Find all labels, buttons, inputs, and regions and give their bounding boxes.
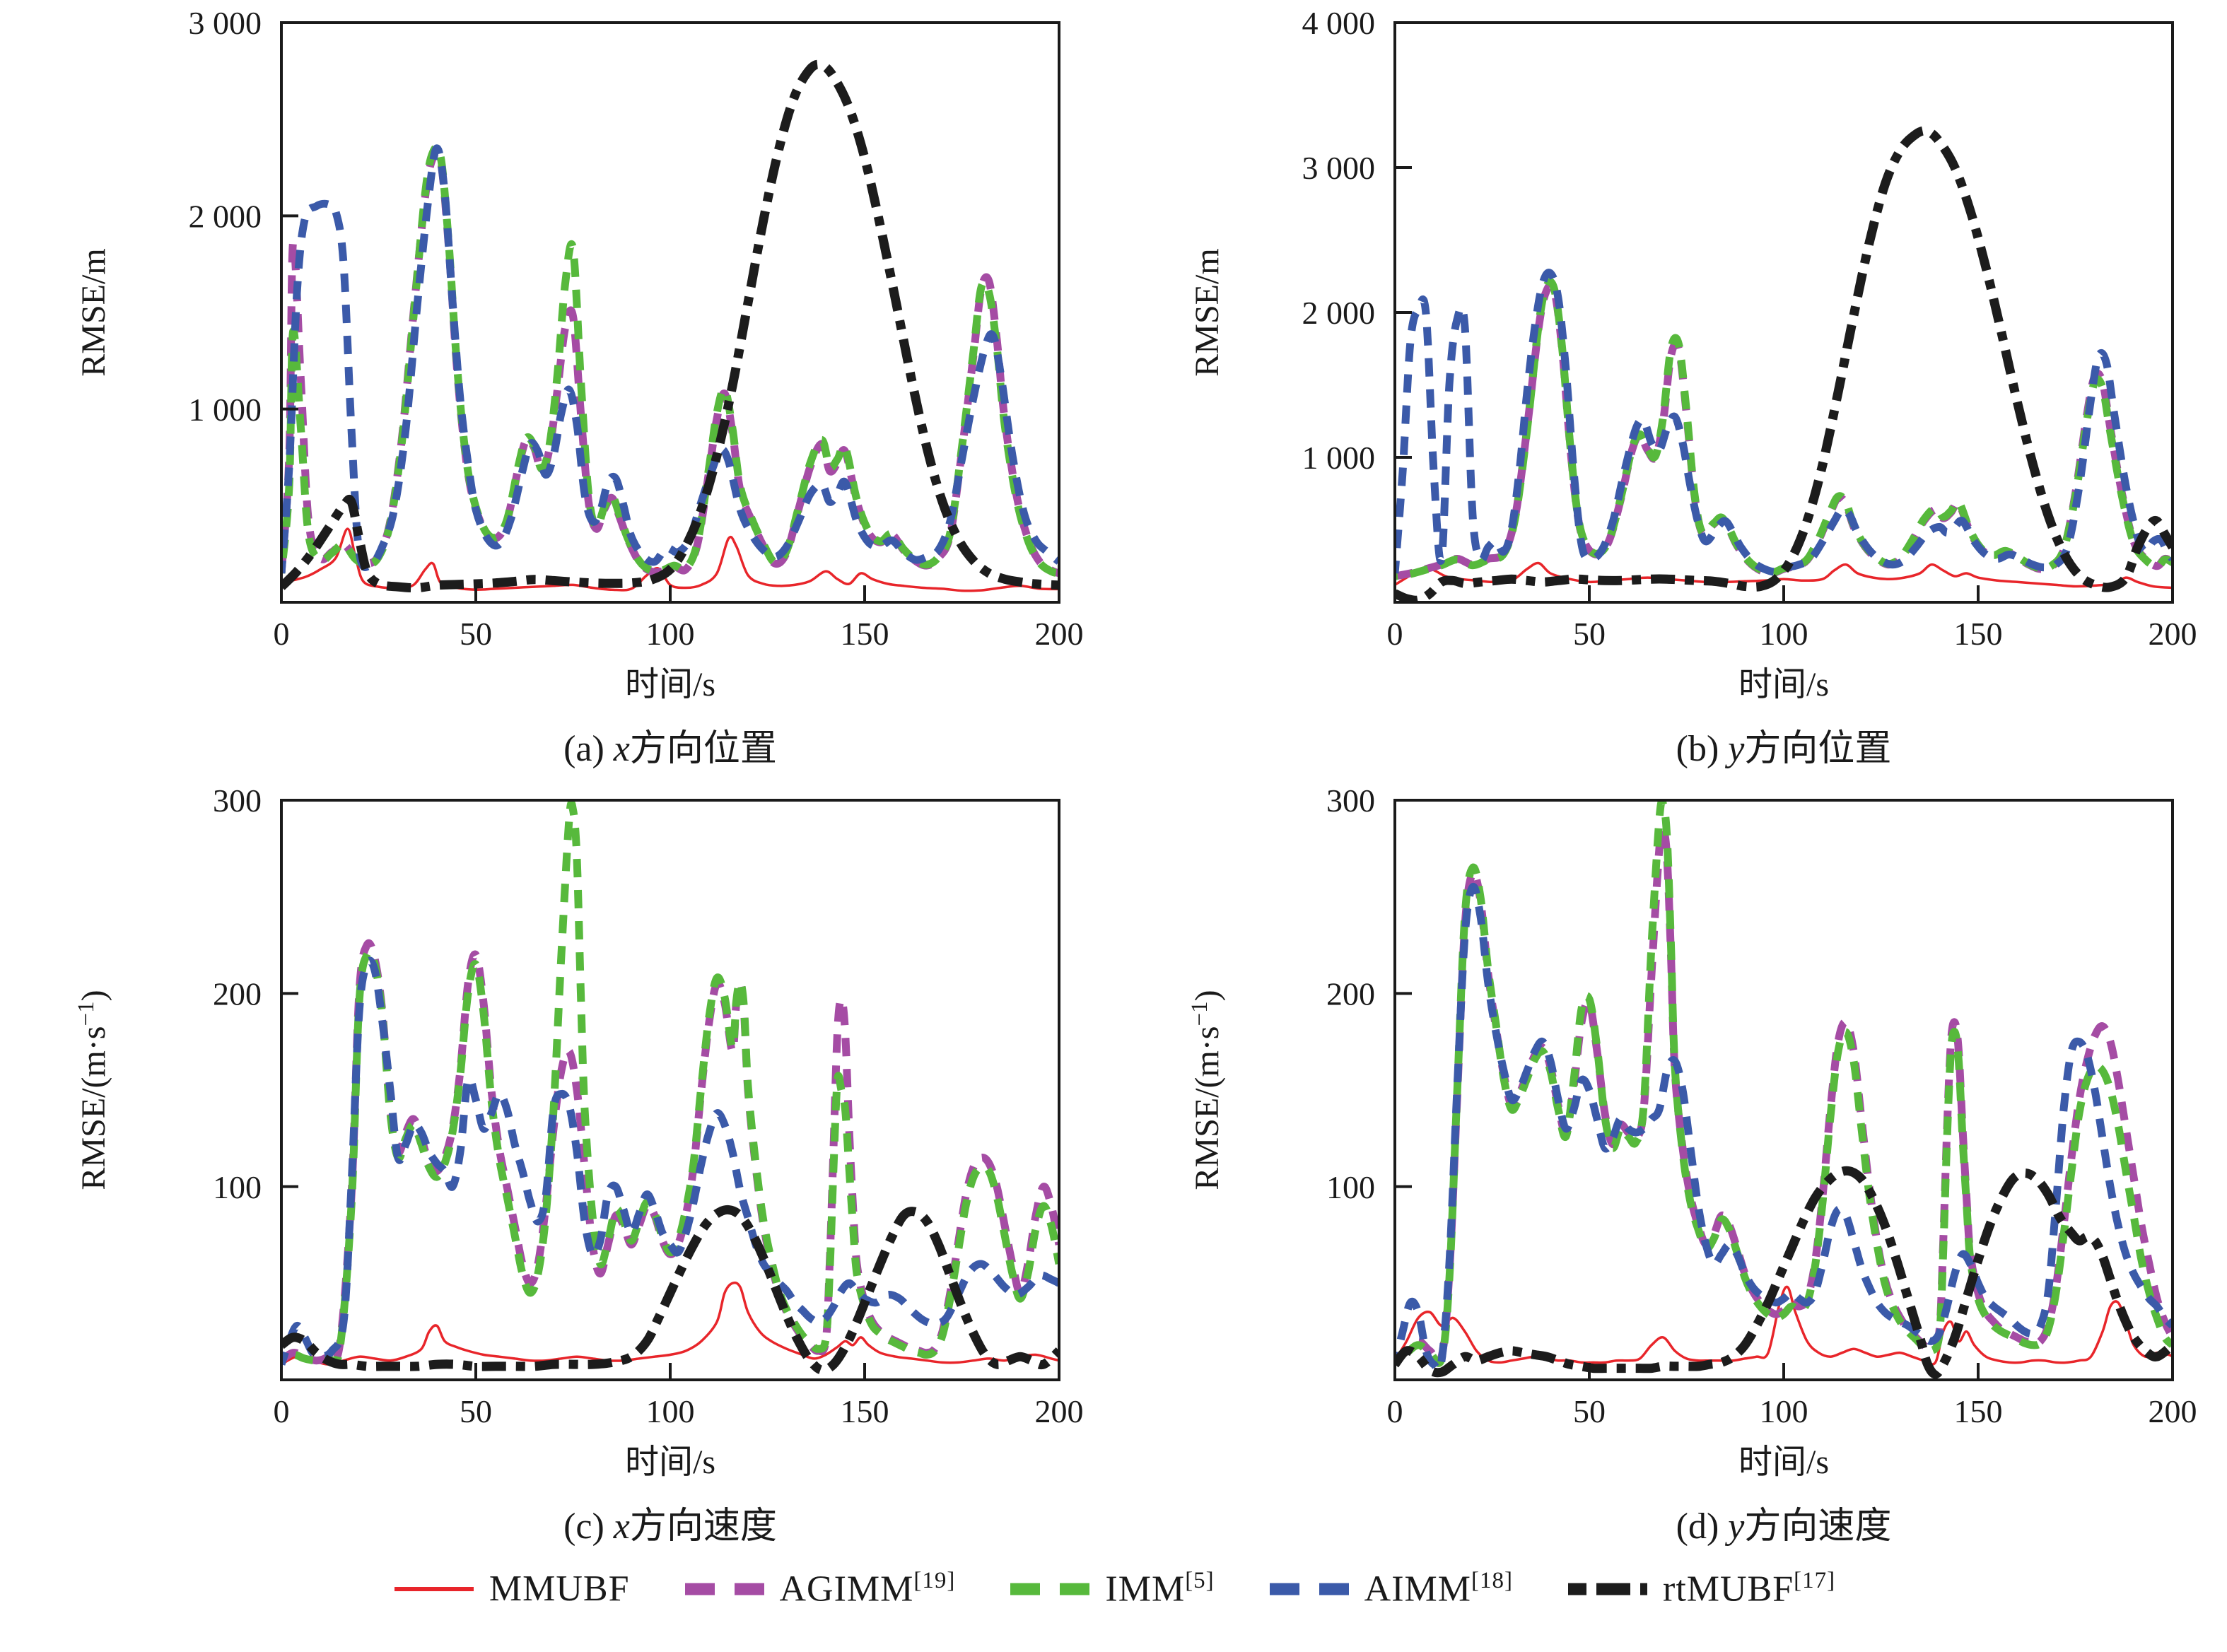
y-tick-label: 300 [1326, 783, 1375, 819]
y-tick-label: 4 000 [1302, 5, 1375, 41]
legend: MMUBF AGIMM[19] IMM[5] AIMM[18] rtMUBF[17] [0, 1568, 2227, 1610]
chart-panel-a: 1 000 2 000 3 000 0 50 100 150 200 时间/s RMSE/m (a)… [27, 3, 1087, 780]
x-tick-label: 100 [1759, 1393, 1808, 1429]
caption-d: (d) y方向速度 [1676, 1506, 1891, 1547]
x-tick-label: 200 [1034, 1393, 1083, 1429]
y-axis-label: RMSE/(m·s−1) [74, 990, 112, 1190]
series-imm [1394, 278, 2173, 580]
series-imm [281, 143, 1059, 578]
x-tick-label: 50 [460, 616, 492, 652]
legend-label: rtMUBF[17] [1663, 1568, 1836, 1610]
series-aimm [281, 956, 1059, 1366]
legend-swatch-mmubf-icon [394, 1586, 474, 1591]
legend-item-agimm: AGIMM[19] [682, 1568, 956, 1610]
x-axis-label: 时间/s [1738, 1443, 1828, 1481]
y-tick-label: 100 [213, 1169, 262, 1205]
y-tick-label: 1 000 [188, 392, 262, 428]
series-mmubf [281, 1281, 1059, 1366]
series-agimm [1394, 281, 2173, 580]
x-tick-label: 150 [840, 1393, 889, 1429]
legend-swatch-rtmubf-icon [1568, 1583, 1647, 1595]
series-group [281, 800, 1059, 1375]
y-axis-label: RMSE/(m·s−1) [1187, 990, 1226, 1190]
x-tick-label: 200 [2148, 1393, 2197, 1429]
legend-item-imm: IMM[5] [1007, 1568, 1214, 1610]
legend-label: IMM[5] [1105, 1568, 1215, 1610]
legend-label: MMUBF [489, 1569, 630, 1610]
y-tick-label: 300 [213, 783, 262, 819]
x-tick-label: 100 [645, 616, 694, 652]
x-tick-label: 50 [460, 1393, 492, 1429]
y-tick-label: 3 000 [188, 5, 262, 41]
legend-label: AIMM[18] [1364, 1568, 1513, 1610]
x-axis-label: 时间/s [624, 1443, 715, 1481]
series-aimm [281, 144, 1059, 574]
series-rtmubf [281, 59, 1059, 593]
y-axis-label: RMSE/m [1188, 248, 1226, 376]
chart-svg-d: 100 200 300 0 50 100 150 200 时间/s RMSE/(m·s−1) (d)… [1187, 783, 2197, 1547]
series-rtmubf [1394, 126, 2173, 602]
x-tick-label: 100 [1759, 616, 1808, 652]
series-mmubf [1394, 561, 2173, 590]
x-axis-label: 时间/s [1738, 666, 1828, 703]
series-imm [281, 800, 1059, 1367]
y-tick-label: 3 000 [1302, 150, 1375, 186]
series-group [1394, 800, 2173, 1379]
legend-item-aimm: AIMM[18] [1267, 1568, 1513, 1610]
chart-svg-b: 1 000 2 000 3 000 4 000 0 50 100 150 200 时间/s RMSE… [1188, 5, 2197, 769]
y-tick-label: 200 [213, 976, 262, 1012]
legend-item-rtmubf: rtMUBF[17] [1565, 1568, 1835, 1610]
series-group [1394, 126, 2173, 602]
chart-svg-c: 100 200 300 0 50 100 150 200 时间/s RMSE/(m·s−1) (c)… [74, 783, 1084, 1547]
legend-item-mmubf: MMUBF [392, 1568, 630, 1610]
x-tick-label: 200 [1034, 616, 1083, 652]
series-aimm [1394, 269, 2173, 576]
x-tick-label: 0 [1386, 1393, 1403, 1429]
x-tick-label: 0 [273, 1393, 289, 1429]
legend-swatch-agimm-icon [684, 1583, 764, 1595]
x-tick-label: 100 [645, 1393, 694, 1429]
legend-swatch-imm-icon [1010, 1583, 1090, 1595]
y-tick-label: 1 000 [1302, 440, 1375, 476]
x-axis-label: 时间/s [624, 666, 715, 703]
x-tick-label: 50 [1573, 1393, 1606, 1429]
series-aimm [1394, 883, 2173, 1373]
chart-panel-d: 100 200 300 0 50 100 150 200 时间/s RMSE/(m·s−1) (d)… [1140, 780, 2201, 1558]
x-tick-label: 200 [2148, 616, 2197, 652]
legend-swatch-aimm-icon [1269, 1583, 1349, 1595]
y-tick-label: 2 000 [1302, 295, 1375, 331]
charts-grid: 1 000 2 000 3 000 0 50 100 150 200 时间/s RMSE/m (a)… [27, 3, 2201, 1558]
y-tick-label: 200 [1326, 976, 1375, 1012]
x-tick-label: 50 [1573, 616, 1606, 652]
chart-svg-a: 1 000 2 000 3 000 0 50 100 150 200 时间/s RMSE/m (a)… [75, 5, 1084, 769]
y-axis-label: RMSE/m [75, 248, 112, 376]
y-tick-label: 2 000 [188, 198, 262, 234]
series-group [281, 59, 1059, 593]
chart-panel-b: 1 000 2 000 3 000 4 000 0 50 100 150 200 时间/s RMSE… [1140, 3, 2201, 780]
caption-c: (c) x方向速度 [563, 1506, 777, 1547]
caption-a: (a) x方向位置 [563, 729, 777, 769]
x-tick-label: 0 [1386, 616, 1403, 652]
x-tick-label: 150 [1953, 1393, 2002, 1429]
x-tick-label: 150 [840, 616, 889, 652]
plot-frame [279, 21, 1060, 604]
chart-panel-c: 100 200 300 0 50 100 150 200 时间/s RMSE/(m·s−1) (c)… [27, 780, 1087, 1558]
legend-label: AGIMM[19] [779, 1568, 956, 1610]
x-tick-label: 150 [1953, 616, 2002, 652]
caption-b: (b) y方向位置 [1676, 729, 1891, 769]
series-rtmubf [281, 1205, 1059, 1375]
series-rtmubf [1394, 1166, 2173, 1379]
x-tick-label: 0 [273, 616, 289, 652]
y-tick-label: 100 [1326, 1169, 1375, 1205]
